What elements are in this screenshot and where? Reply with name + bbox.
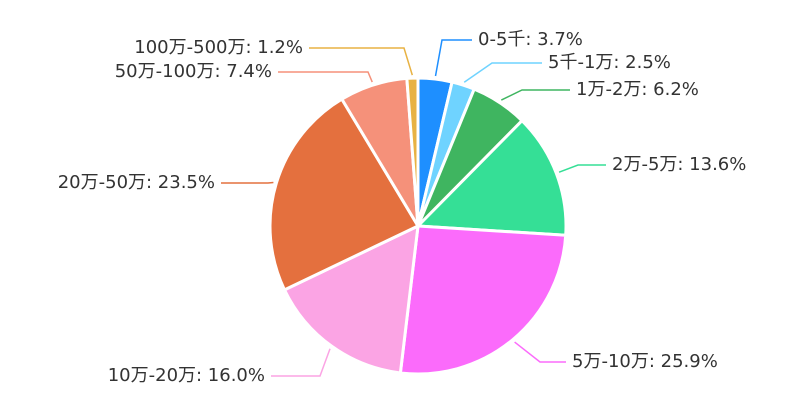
slice-label: 10万-20万: 16.0% bbox=[108, 365, 265, 386]
leader-line bbox=[278, 71, 373, 83]
leader-line bbox=[434, 39, 472, 77]
slice-label: 5万-10万: 25.9% bbox=[572, 351, 718, 372]
slice-label: 5千-1万: 2.5% bbox=[548, 52, 671, 73]
leader-line bbox=[558, 164, 606, 173]
slice-label: 1万-2万: 6.2% bbox=[576, 79, 699, 100]
pie-slice bbox=[398, 224, 568, 376]
leader-line bbox=[309, 47, 414, 76]
pie-slice bbox=[282, 223, 420, 375]
leader-line bbox=[514, 341, 566, 363]
leader-line bbox=[463, 62, 542, 83]
slice-label: 20万-50万: 23.5% bbox=[58, 172, 215, 193]
slice-label: 50万-100万: 7.4% bbox=[115, 61, 272, 82]
pie-slice bbox=[405, 76, 420, 227]
pie-slice bbox=[414, 118, 568, 237]
slice-label: 2万-5万: 13.6% bbox=[612, 154, 746, 175]
leader-line bbox=[500, 89, 570, 101]
slice-label: 100万-500万: 1.2% bbox=[134, 37, 303, 58]
slice-label: 0-5千: 3.7% bbox=[478, 29, 583, 50]
pie-slice bbox=[268, 97, 421, 292]
leader-line bbox=[271, 348, 331, 377]
